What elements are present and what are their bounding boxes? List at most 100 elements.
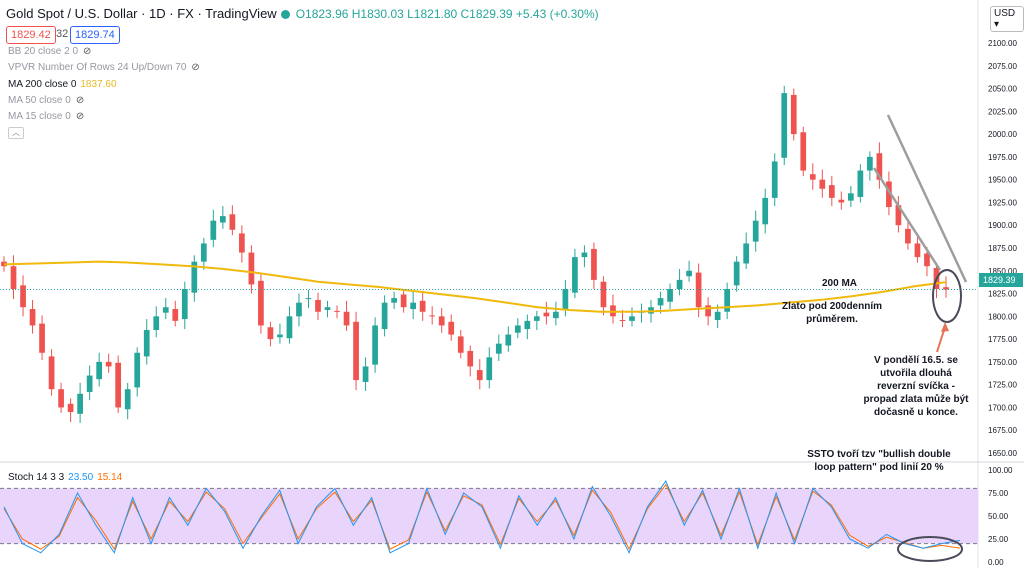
price-tick-label: 2000.00	[988, 130, 1017, 139]
price-axis[interactable]: 2100.00 2075.00 2050.00 2025.00 2000.00 1975.…	[988, 39, 1017, 458]
candle-body	[771, 161, 778, 198]
candle-body	[809, 174, 816, 180]
price-tick-label: 2050.00	[988, 85, 1017, 94]
bid-button[interactable]: 1829.42	[6, 26, 56, 44]
indicator-ma50[interactable]: MA 50 close 0 ⊘	[8, 95, 84, 106]
stoch-label: Stoch 14 3 3	[8, 472, 65, 483]
candle-body	[828, 185, 835, 198]
hidden-eye-icon[interactable]: ⊘	[83, 46, 92, 57]
candle-body	[514, 325, 521, 333]
price-tick-label: 1775.00	[988, 335, 1017, 344]
candle-body	[819, 179, 826, 189]
indicator-ma15[interactable]: MA 15 close 0 ⊘	[8, 111, 84, 122]
candle-body	[457, 336, 464, 353]
candle-body	[495, 343, 502, 354]
indicator-ma200[interactable]: MA 200 close 0 1837.60	[8, 79, 117, 90]
candle-body	[143, 330, 150, 357]
candle-body	[200, 243, 207, 262]
candle-body	[743, 243, 750, 264]
channel-upper-line[interactable]	[886, 114, 968, 283]
candle-body	[867, 156, 873, 171]
candle-body	[762, 197, 769, 225]
symbol-title[interactable]: Gold Spot / U.S. Dollar · 1D · FX · Trad…	[6, 6, 277, 21]
stoch-loop-ellipse[interactable]	[897, 536, 963, 562]
candle-body	[847, 193, 854, 201]
candle-body	[105, 361, 112, 367]
candle-body	[372, 325, 378, 365]
stoch-k-line	[3, 480, 961, 555]
candle-body	[524, 320, 531, 330]
candle-body	[315, 299, 321, 312]
candle-body	[267, 327, 274, 340]
candle-body	[467, 350, 474, 367]
candle-body	[686, 270, 692, 277]
candle-body	[229, 214, 236, 230]
candle-body	[419, 300, 426, 312]
candle-body	[277, 334, 283, 338]
candle-body	[20, 285, 26, 308]
hidden-eye-icon[interactable]: ⊘	[75, 111, 85, 122]
candle-body	[324, 307, 331, 310]
collapse-indicators-icon[interactable]: ︿	[8, 127, 24, 139]
stoch-tick-label: 100.00	[988, 466, 1013, 475]
stoch-axis[interactable]: 100.00 75.00 50.00 25.00 0.00	[988, 466, 1013, 567]
candle-body	[562, 289, 569, 310]
candle-body	[486, 357, 493, 381]
channel-lower-line[interactable]	[872, 167, 942, 271]
last-price-text: 1829.39	[983, 275, 1016, 285]
market-status-icon	[280, 10, 290, 19]
indicator-ma200-value: 1837.60	[80, 79, 117, 90]
candle-body	[438, 316, 445, 326]
stoch-tick-label: 50.00	[988, 512, 1009, 521]
price-tick-label: 1925.00	[988, 198, 1017, 207]
ask-button[interactable]: 1829.74	[70, 26, 120, 44]
indicator-vpvr-label: VPVR Number Of Rows 24 Up/Down 70	[8, 62, 187, 73]
reversal-ellipse[interactable]	[932, 269, 962, 323]
candle-body	[296, 302, 302, 317]
candle-body	[924, 253, 930, 267]
price-tick-label: 1650.00	[988, 449, 1017, 458]
price-tick-label: 1975.00	[988, 153, 1017, 162]
candle-body	[448, 321, 455, 335]
candle-body	[58, 389, 64, 408]
candle-body	[67, 403, 74, 412]
candle-body	[381, 302, 388, 330]
candle-body	[400, 294, 407, 308]
candles-series	[1, 85, 949, 423]
candle-body	[362, 366, 369, 382]
annotation-ssto[interactable]: SSTO tvoří tzv "bullish double loop patt…	[807, 449, 951, 473]
stoch-band	[0, 488, 978, 544]
ohlc-values: O1823.96 H1830.03 L1821.80 C1829.39 +5.4…	[295, 7, 599, 21]
hidden-eye-icon[interactable]: ⊘	[191, 62, 200, 73]
price-tick-label: 2025.00	[988, 107, 1017, 116]
candle-body	[334, 310, 340, 312]
hidden-eye-icon[interactable]: ⊘	[75, 95, 85, 106]
indicator-vpvr[interactable]: VPVR Number Of Rows 24 Up/Down 70 ⊘	[8, 62, 200, 73]
candle-body	[162, 307, 169, 313]
candle-body	[657, 298, 664, 306]
candle-body	[429, 315, 436, 317]
price-tick-label: 1875.00	[988, 244, 1017, 253]
annotation-monday-candle[interactable]: V pondělí 16.5. se utvořila dlouhá rever…	[863, 355, 969, 418]
price-tick-label: 1750.00	[988, 358, 1017, 367]
candle-body	[914, 243, 921, 258]
stoch-tick-label: 0.00	[988, 558, 1004, 567]
candle-body	[305, 298, 312, 300]
candle-body	[591, 248, 597, 280]
currency-select[interactable]: USD ▾	[990, 6, 1024, 32]
spread-value: 32	[56, 28, 69, 40]
candle-body	[705, 305, 711, 317]
price-tick-label: 1900.00	[988, 221, 1017, 230]
candle-body	[115, 362, 122, 408]
candle-body	[905, 228, 911, 244]
price-tick-label: 1800.00	[988, 312, 1017, 321]
candle-body	[29, 309, 36, 326]
annotation-200ma[interactable]: 200 MA	[822, 278, 858, 289]
indicator-bb[interactable]: BB 20 close 2 0 ⊘	[8, 46, 91, 57]
stoch-legend[interactable]: Stoch 14 3 3 23.50 15.14	[8, 472, 122, 483]
price-tick-label: 2075.00	[988, 62, 1017, 71]
candle-body	[543, 312, 550, 317]
candle-body	[752, 220, 759, 242]
annotation-below-ma[interactable]: Zlato pod 200denním průměrem.	[781, 301, 882, 325]
